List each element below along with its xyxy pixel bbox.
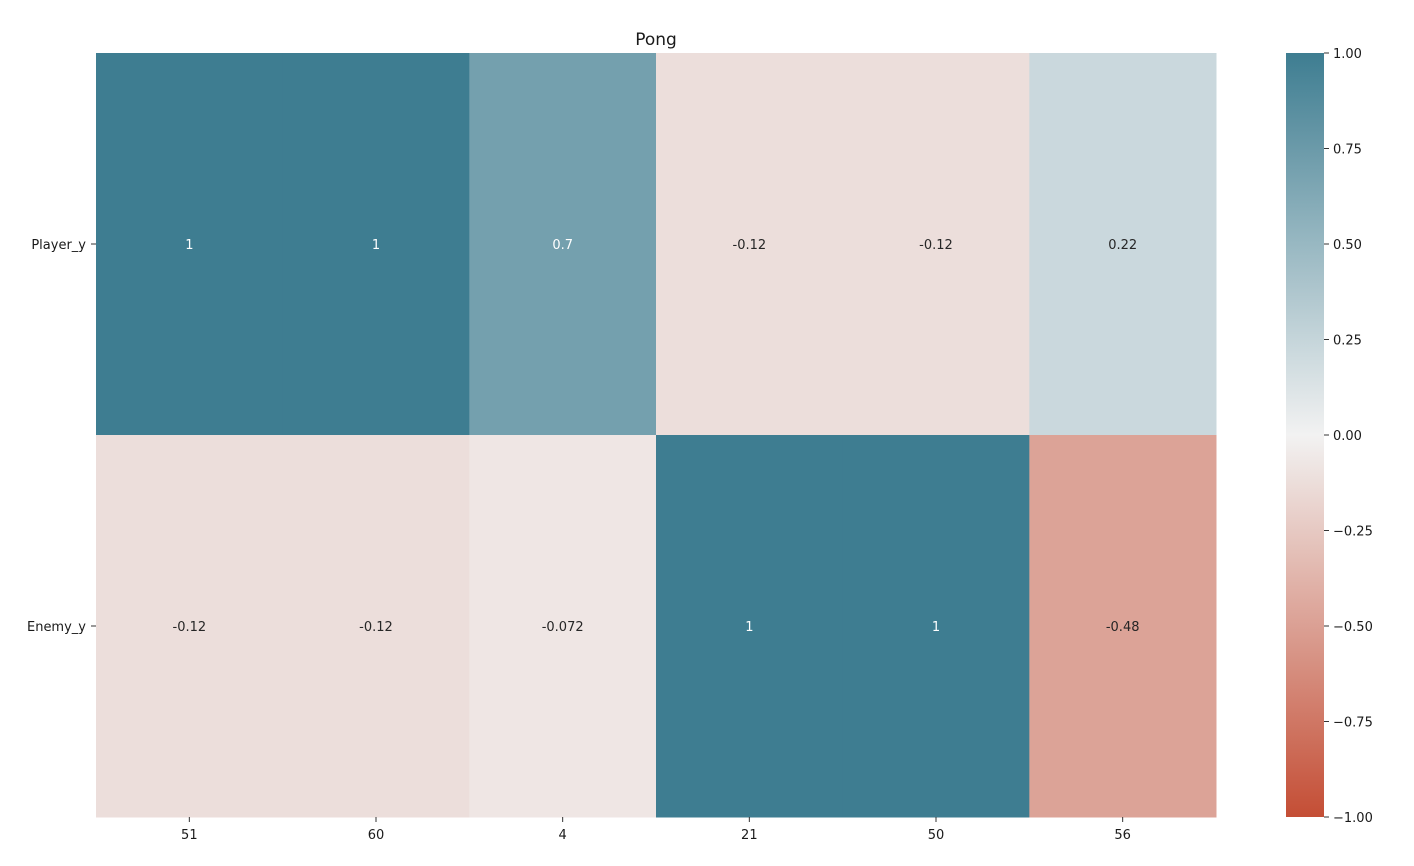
heatmap-cell: [842, 435, 1030, 818]
heatmap-cell: [656, 435, 844, 818]
heatmap-cell: [96, 435, 284, 818]
heatmap-cell: [1029, 53, 1217, 436]
colorbar-axis: 1.00 0.75 0.50 0.25 0.00 −0.25 −0.50 −0.75 −1.00: [1324, 47, 1373, 826]
colorbar-tick-label: −0.50: [1333, 620, 1373, 635]
heatmap-cell: [1029, 435, 1217, 818]
heatmap-cell: [469, 53, 657, 436]
cell-value: 0.22: [1108, 238, 1137, 253]
heatmap-cell: [282, 435, 470, 818]
x-tick-label: 60: [368, 828, 385, 843]
colorbar-tick-label: −1.00: [1333, 811, 1373, 826]
x-tick-label: 50: [928, 828, 945, 843]
colorbar-tick-label: 0.00: [1333, 429, 1362, 444]
cell-value: 1: [932, 620, 940, 635]
cell-value: -0.12: [919, 238, 953, 253]
colorbar-tick-label: −0.25: [1333, 525, 1373, 540]
x-tick-label: 51: [181, 828, 198, 843]
cell-value: 1: [372, 238, 380, 253]
cell-value: -0.12: [173, 620, 207, 635]
x-tick-label: 56: [1114, 828, 1131, 843]
cell-value: -0.072: [542, 620, 584, 635]
cell-value: -0.48: [1106, 620, 1140, 635]
y-axis: Player_y Enemy_y: [27, 238, 96, 635]
heatmap-cell: [469, 435, 657, 818]
cell-value: -0.12: [359, 620, 393, 635]
heatmap-cells: [96, 53, 1217, 818]
x-tick-label: 21: [741, 828, 758, 843]
cell-value: 1: [185, 238, 193, 253]
cell-value: -0.12: [733, 238, 767, 253]
heatmap-cell: [96, 53, 284, 436]
y-tick-label: Player_y: [31, 238, 86, 253]
cell-value: 1: [745, 620, 753, 635]
colorbar: [1286, 53, 1324, 817]
chart-title: Pong: [635, 30, 677, 50]
heatmap-cell: [842, 53, 1030, 436]
heatmap-cell: [282, 53, 470, 436]
colorbar-tick-label: 1.00: [1333, 47, 1362, 62]
y-tick-label: Enemy_y: [27, 620, 86, 635]
heatmap-cell: [656, 53, 844, 436]
colorbar-tick-label: 0.25: [1333, 334, 1362, 349]
colorbar-tick-label: 0.50: [1333, 238, 1362, 253]
x-axis: 51 60 4 21 50 56: [181, 817, 1131, 843]
colorbar-tick-label: 0.75: [1333, 143, 1362, 158]
colorbar-tick-label: −0.75: [1333, 716, 1373, 731]
cell-annotations: 1 1 0.7 -0.12 -0.12 0.22 -0.12 -0.12 -0.072 1 1 -0.…: [173, 238, 1140, 635]
x-tick-label: 4: [559, 828, 567, 843]
cell-value: 0.7: [552, 238, 573, 253]
